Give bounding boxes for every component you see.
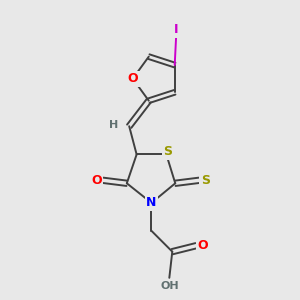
Text: N: N	[146, 196, 157, 209]
Text: H: H	[109, 120, 119, 130]
Text: O: O	[197, 239, 208, 252]
Text: S: S	[163, 145, 172, 158]
Text: OH: OH	[160, 281, 178, 291]
Text: O: O	[128, 72, 138, 85]
Text: S: S	[201, 174, 210, 187]
Text: I: I	[174, 23, 178, 37]
Text: O: O	[91, 174, 102, 187]
